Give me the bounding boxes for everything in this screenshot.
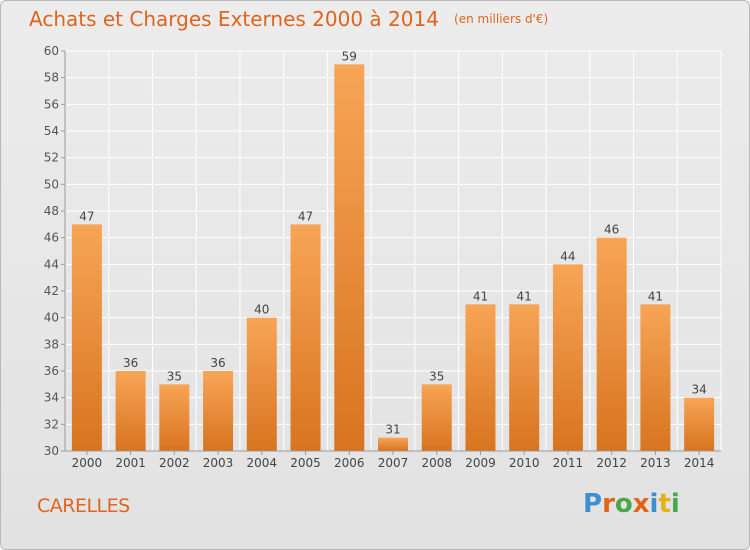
x-tick-label-2010: 2010 <box>509 456 540 470</box>
data-label-2002: 35 <box>167 369 182 383</box>
y-tick-label: 38 <box>44 337 59 351</box>
y-tick-label: 42 <box>44 284 59 298</box>
data-label-2008: 35 <box>429 369 444 383</box>
x-tick-label-2000: 2000 <box>72 456 103 470</box>
bar-2001 <box>115 371 146 451</box>
y-tick-label: 54 <box>44 124 59 138</box>
y-tick-label: 46 <box>44 231 59 245</box>
data-label-2010: 41 <box>517 289 532 303</box>
data-label-2007: 31 <box>385 423 400 437</box>
chart-unit: (en milliers d'€) <box>454 12 549 26</box>
x-tick-label-2006: 2006 <box>334 456 365 470</box>
chart-title: Achats et Charges Externes 2000 à 2014 (… <box>29 7 548 31</box>
data-label-2001: 36 <box>123 356 138 370</box>
y-tick-label: 44 <box>44 257 59 271</box>
y-tick-label: 58 <box>44 71 59 85</box>
y-tick-label: 40 <box>44 311 59 325</box>
bar-2006 <box>334 64 365 452</box>
x-tick-label-2002: 2002 <box>159 456 190 470</box>
data-label-2005: 47 <box>298 209 313 223</box>
logo-letter: r <box>602 489 615 519</box>
bar-2011 <box>552 264 583 451</box>
logo-letter: i <box>649 489 659 519</box>
bar-2003 <box>203 371 234 451</box>
axes: 30 32 34 36 38 40 42 44 46 48 50 52 54 56 58 60 2000 2001… <box>44 44 721 470</box>
bar-2004 <box>246 317 277 451</box>
logo-letter: o <box>614 489 633 519</box>
bars <box>71 64 715 452</box>
bar-2010 <box>509 304 540 451</box>
logo-letter: t <box>658 489 671 519</box>
x-tick-label-2013: 2013 <box>640 456 671 470</box>
data-label-2013: 41 <box>648 289 663 303</box>
commune-name: CARELLES <box>37 495 130 517</box>
y-tick-label: 60 <box>44 44 59 58</box>
proxiti-logo[interactable]: Proxiti <box>583 489 680 519</box>
x-tick-label-2003: 2003 <box>203 456 234 470</box>
data-label-2004: 40 <box>254 303 269 317</box>
data-label-2011: 44 <box>560 249 575 263</box>
y-tick-label: 52 <box>44 151 59 165</box>
bar-2009 <box>465 304 496 451</box>
data-label-2003: 36 <box>210 356 225 370</box>
x-tick-label-2001: 2001 <box>115 456 146 470</box>
bar-2012 <box>596 237 627 451</box>
data-label-2006: 59 <box>342 49 357 63</box>
data-label-2012: 46 <box>604 223 619 237</box>
logo-letter: x <box>632 489 650 519</box>
bar-2000 <box>71 224 102 451</box>
x-tick-label-2008: 2008 <box>421 456 452 470</box>
y-tick-label: 36 <box>44 364 59 378</box>
x-tick-label-2011: 2011 <box>553 456 584 470</box>
data-labels: 47 36 35 36 40 47 59 31 35 41 41 44 46 41 34 <box>79 49 707 436</box>
x-tick-label-2005: 2005 <box>290 456 321 470</box>
chart-title-text: Achats et Charges Externes 2000 à 2014 <box>29 7 439 31</box>
bar-2007 <box>378 437 408 451</box>
logo-letter: P <box>583 489 603 519</box>
x-tick-label-2014: 2014 <box>684 456 715 470</box>
y-tick-label: 56 <box>44 97 59 111</box>
bar-2013 <box>640 304 671 451</box>
y-tick-label: 48 <box>44 204 59 218</box>
y-tick-label: 50 <box>44 177 59 191</box>
logo-letter: i <box>670 489 680 519</box>
bar-2008 <box>421 384 452 451</box>
bar-2005 <box>290 224 321 451</box>
bar-2002 <box>159 384 190 451</box>
x-tick-label-2004: 2004 <box>247 456 278 470</box>
bar-2014 <box>684 397 715 451</box>
data-label-2014: 34 <box>691 383 706 397</box>
data-label-2009: 41 <box>473 289 488 303</box>
y-tick-label: 34 <box>44 391 59 405</box>
x-tick-label-2007: 2007 <box>378 456 409 470</box>
x-tick-label-2009: 2009 <box>465 456 496 470</box>
y-tick-label: 30 <box>44 444 59 458</box>
y-tick-label: 32 <box>44 417 59 431</box>
data-label-2000: 47 <box>79 209 94 223</box>
x-tick-label-2012: 2012 <box>596 456 627 470</box>
